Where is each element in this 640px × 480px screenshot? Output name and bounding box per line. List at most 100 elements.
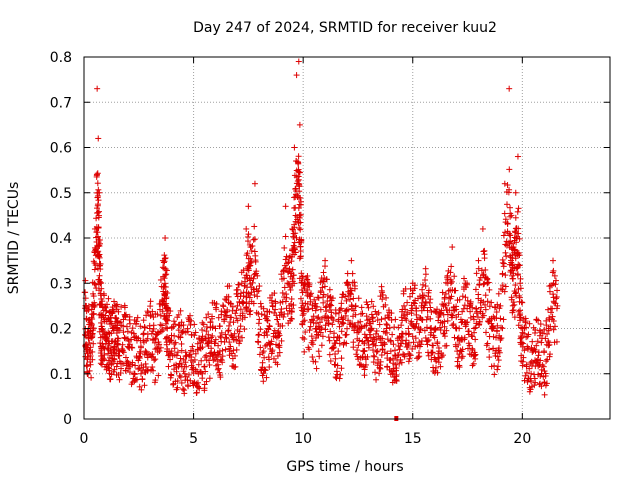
data-point [99, 298, 106, 305]
data-point [256, 331, 263, 338]
data-point [510, 275, 517, 282]
data-point [299, 273, 306, 280]
data-point [309, 341, 316, 348]
x-tick-label: 20 [513, 431, 531, 447]
data-point [113, 315, 120, 322]
data-point [397, 356, 404, 363]
data-point [173, 368, 180, 375]
data-point [350, 295, 357, 302]
data-point [435, 359, 442, 366]
data-point [190, 348, 197, 355]
data-point [211, 349, 218, 356]
data-point [140, 317, 147, 324]
data-point [91, 299, 98, 306]
data-point [284, 310, 291, 317]
data-point [123, 323, 130, 330]
data-point [202, 368, 209, 375]
data-point [320, 269, 327, 276]
data-point [271, 290, 278, 297]
data-point [519, 362, 526, 369]
data-point [304, 272, 311, 279]
data-point [248, 247, 255, 254]
data-point [95, 135, 102, 142]
data-point [370, 303, 377, 310]
data-point [399, 331, 406, 338]
data-point [335, 348, 342, 355]
data-point [304, 287, 311, 294]
data-point [308, 333, 315, 340]
data-point [216, 323, 223, 330]
data-point [251, 223, 258, 230]
data-point [514, 208, 521, 215]
data-point [95, 186, 102, 193]
data-point [90, 310, 97, 317]
data-point [400, 302, 407, 309]
data-point [296, 169, 303, 176]
data-point [126, 316, 133, 323]
data-point [283, 253, 290, 260]
data-point [151, 357, 158, 364]
data-point [373, 336, 380, 343]
data-point [227, 300, 234, 307]
data-point [398, 322, 405, 329]
data-point [387, 337, 394, 344]
data-point [329, 295, 336, 302]
data-point [368, 325, 375, 332]
data-point [313, 365, 320, 372]
data-point [352, 303, 359, 310]
data-point [495, 357, 502, 364]
data-point [323, 303, 330, 310]
data-point [96, 272, 103, 279]
data-point [507, 204, 514, 211]
data-point [137, 350, 144, 357]
data-point [250, 300, 257, 307]
data-point [297, 226, 304, 233]
data-point [336, 375, 343, 382]
data-point [255, 287, 262, 294]
data-point [315, 314, 322, 321]
data-point [543, 358, 550, 365]
data-point [347, 296, 354, 303]
data-point [233, 307, 240, 314]
data-point [152, 335, 159, 342]
data-point [366, 331, 373, 338]
data-point [422, 283, 429, 290]
data-point [155, 372, 162, 379]
data-point [371, 353, 378, 360]
data-point [245, 203, 252, 210]
data-point [499, 256, 506, 263]
data-point [205, 311, 212, 318]
data-point [172, 321, 179, 328]
data-point [266, 323, 273, 330]
data-point [190, 370, 197, 377]
data-point [128, 336, 135, 343]
data-point [377, 293, 384, 300]
data-point [503, 253, 510, 260]
data-point [135, 354, 142, 361]
data-point [209, 324, 216, 331]
data-point [248, 289, 255, 296]
data-point [354, 353, 361, 360]
data-point [402, 340, 409, 347]
data-point [356, 361, 363, 368]
data-point [274, 352, 281, 359]
data-point [319, 294, 326, 301]
data-point [292, 186, 299, 193]
data-point [162, 283, 169, 290]
data-point [451, 273, 458, 280]
data-point [188, 331, 195, 338]
data-point [361, 340, 368, 347]
data-point [173, 352, 180, 359]
data-point [242, 304, 249, 311]
data-point [94, 229, 101, 236]
data-point [405, 331, 412, 338]
data-point [215, 314, 222, 321]
data-point [233, 346, 240, 353]
data-point [219, 347, 226, 354]
data-point [137, 343, 144, 350]
data-point [94, 170, 101, 177]
data-point [372, 369, 379, 376]
data-point [500, 260, 507, 267]
data-point [162, 235, 169, 241]
data-point [297, 295, 304, 302]
